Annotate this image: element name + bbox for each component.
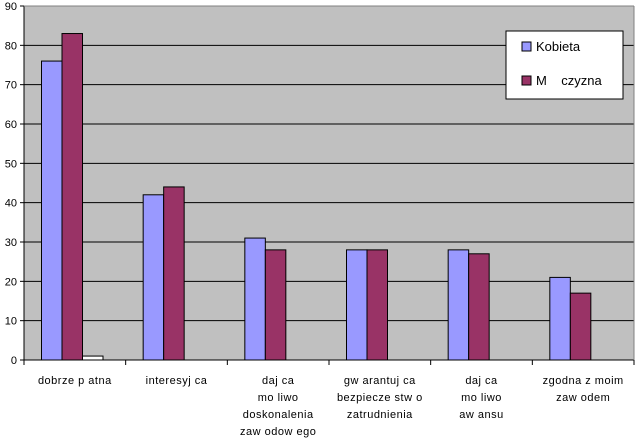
bar-m-czyzna-0	[61, 33, 83, 361]
y-tick-label: 70	[5, 80, 17, 92]
legend-label: Kobieta	[536, 39, 581, 54]
bar-kobieta-5	[549, 276, 571, 361]
bar-m-czyzna-3	[366, 249, 388, 361]
x-category-label: zgodna z moim	[543, 375, 624, 387]
legend-label: M czyzna	[536, 73, 603, 88]
x-axis-labels: dobrze p atna interesyj ca daj ca mo liwo do…	[38, 375, 624, 438]
bars	[41, 33, 592, 361]
x-category-label: gw arantuj ca	[344, 375, 416, 387]
bar-kobieta-0	[41, 60, 63, 361]
bar-m-czyzna-5	[569, 292, 592, 361]
y-axis-ticks: 0 10 20 30 40 50 60 70 80 90	[5, 1, 24, 367]
y-tick-label: 20	[5, 276, 17, 288]
x-category-label: mo liwo	[258, 392, 299, 404]
x-category-label: daj ca	[262, 375, 295, 387]
legend-swatch	[521, 75, 532, 86]
y-tick-label: 40	[5, 198, 17, 210]
y-tick-label: 90	[5, 1, 17, 13]
y-tick-label: 0	[11, 355, 17, 367]
x-category-label: bezpiecze stw o	[337, 392, 423, 404]
x-category-label: zaw odem	[556, 392, 610, 404]
x-category-label: daj ca	[465, 375, 498, 387]
y-tick-label: 50	[5, 158, 17, 170]
bar-series-2-0	[82, 355, 104, 361]
x-category-label: doskonalenia	[243, 409, 314, 421]
bar-kobieta-1	[142, 194, 165, 361]
y-tick-label: 10	[5, 316, 17, 328]
y-tick-label: 30	[5, 237, 17, 249]
x-category-label: dobrze p atna	[38, 375, 112, 387]
legend: Kobieta M czyzna	[505, 30, 624, 100]
bar-kobieta-4	[447, 249, 470, 361]
x-category-label: mo liwo	[461, 392, 502, 404]
x-category-label: aw ansu	[459, 409, 503, 421]
legend-swatch	[521, 41, 532, 52]
bar-m-czyzna-2	[264, 249, 287, 361]
bar-m-czyzna-1	[163, 186, 185, 361]
x-category-label: zatrudnienia	[347, 409, 413, 421]
y-tick-label: 80	[5, 40, 17, 52]
bar-kobieta-2	[244, 237, 266, 361]
x-category-label: zaw odow ego	[240, 426, 316, 438]
bar-m-czyzna-4	[468, 253, 490, 361]
axes	[23, 5, 635, 365]
y-tick-label: 60	[5, 119, 17, 131]
bar-kobieta-3	[346, 249, 368, 361]
x-category-label: interesyj ca	[146, 375, 208, 387]
